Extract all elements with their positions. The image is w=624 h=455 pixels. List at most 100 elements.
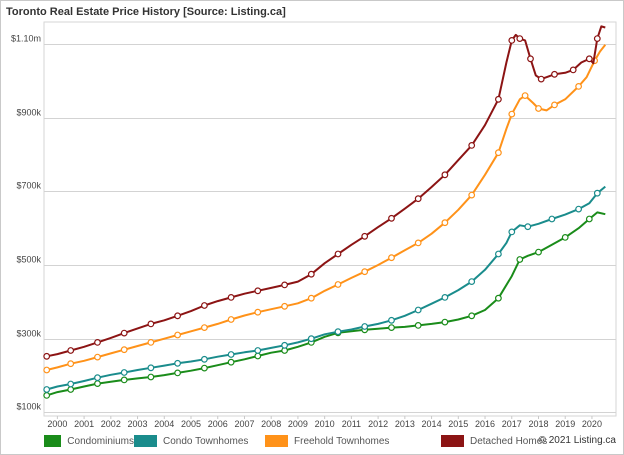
plot-area xyxy=(43,21,617,417)
data-point xyxy=(281,341,289,349)
x-tick-label: 2016 xyxy=(475,419,495,429)
data-point xyxy=(254,287,262,295)
y-tick-label: $300k xyxy=(16,329,41,339)
data-point xyxy=(43,366,51,374)
x-tick-label: 2005 xyxy=(181,419,201,429)
copyright-text: © 2021 Listing.ca xyxy=(538,435,616,446)
data-point xyxy=(535,105,542,112)
data-point xyxy=(468,141,476,149)
data-point xyxy=(227,294,235,301)
data-point xyxy=(585,215,593,223)
data-point xyxy=(227,316,235,323)
data-point xyxy=(147,364,155,372)
x-tick-label: 2015 xyxy=(448,419,468,429)
data-point xyxy=(147,373,155,381)
data-point xyxy=(200,302,208,309)
data-point xyxy=(174,359,182,367)
data-point xyxy=(361,232,369,240)
data-point xyxy=(441,219,449,227)
x-tick-label: 2006 xyxy=(208,419,228,429)
data-point xyxy=(334,281,342,288)
data-point xyxy=(147,339,155,346)
x-tick-label: 2002 xyxy=(101,419,121,429)
data-point xyxy=(527,55,534,63)
legend-item-1[interactable]: Condo Townhomes xyxy=(134,435,265,447)
data-point xyxy=(254,352,262,360)
x-tick-label: 2001 xyxy=(74,419,94,429)
legend-item-0[interactable]: Condominiums xyxy=(44,435,134,447)
data-point xyxy=(593,35,601,42)
data-point xyxy=(361,268,369,276)
data-point xyxy=(575,205,582,213)
x-tick-label: 2003 xyxy=(128,419,148,429)
data-point xyxy=(388,254,395,262)
data-point xyxy=(414,195,422,203)
x-tick-label: 2013 xyxy=(395,419,415,429)
data-point xyxy=(508,37,516,44)
data-point xyxy=(561,233,569,241)
data-point xyxy=(575,82,582,90)
data-point xyxy=(388,316,395,324)
data-point xyxy=(281,302,289,310)
data-point xyxy=(94,353,101,361)
x-tick-label: 2000 xyxy=(47,419,67,429)
legend-swatch xyxy=(134,435,157,447)
y-tick-label: $700k xyxy=(16,181,41,191)
data-point xyxy=(147,320,155,328)
x-tick-label: 2008 xyxy=(261,419,281,429)
x-tick-label: 2017 xyxy=(502,419,522,429)
data-point xyxy=(441,171,449,179)
legend-swatch xyxy=(441,435,464,447)
legend-label: Condo Townhomes xyxy=(163,435,249,447)
data-point xyxy=(67,386,75,393)
data-point xyxy=(535,248,542,256)
data-point xyxy=(551,101,558,109)
data-point xyxy=(495,250,502,258)
legend-label: Detached Homes xyxy=(470,435,548,447)
series-line-1 xyxy=(46,185,606,391)
data-point xyxy=(495,294,502,302)
data-point xyxy=(94,339,101,346)
data-point xyxy=(67,347,75,354)
legend-swatch xyxy=(44,435,62,447)
data-point xyxy=(43,392,51,399)
data-point xyxy=(67,380,75,388)
data-point xyxy=(120,369,128,376)
data-point xyxy=(388,214,395,222)
data-point xyxy=(414,322,422,329)
data-point xyxy=(281,281,289,289)
data-point xyxy=(516,256,524,263)
data-point xyxy=(94,380,101,388)
data-point xyxy=(441,294,449,301)
data-point xyxy=(307,270,315,278)
legend-item-3[interactable]: Detached Homes xyxy=(441,435,551,447)
data-point xyxy=(227,358,235,366)
data-point xyxy=(307,335,315,343)
legend-label: Freehold Townhomes xyxy=(294,435,390,447)
legend-item-2[interactable]: Freehold Townhomes xyxy=(265,435,441,447)
data-point xyxy=(537,75,545,83)
data-point xyxy=(585,55,593,63)
x-tick-label: 2019 xyxy=(555,419,575,429)
data-point xyxy=(334,328,342,336)
y-tick-label: $100k xyxy=(16,402,41,412)
data-point xyxy=(200,355,208,363)
data-point xyxy=(120,376,128,384)
data-point xyxy=(174,331,182,339)
data-point xyxy=(521,92,529,99)
x-tick-label: 2010 xyxy=(315,419,335,429)
legend-label: Condominiums xyxy=(67,435,134,447)
data-point xyxy=(508,228,516,236)
data-point xyxy=(414,306,422,314)
data-point xyxy=(174,369,182,377)
data-point xyxy=(361,323,369,330)
x-tick-label: 2012 xyxy=(368,419,388,429)
data-point xyxy=(495,95,502,103)
y-tick-label: $1.10m xyxy=(11,34,41,44)
data-point xyxy=(468,278,476,286)
data-point xyxy=(468,191,476,199)
data-point xyxy=(468,312,476,320)
data-point xyxy=(94,374,101,382)
data-point xyxy=(508,110,516,118)
